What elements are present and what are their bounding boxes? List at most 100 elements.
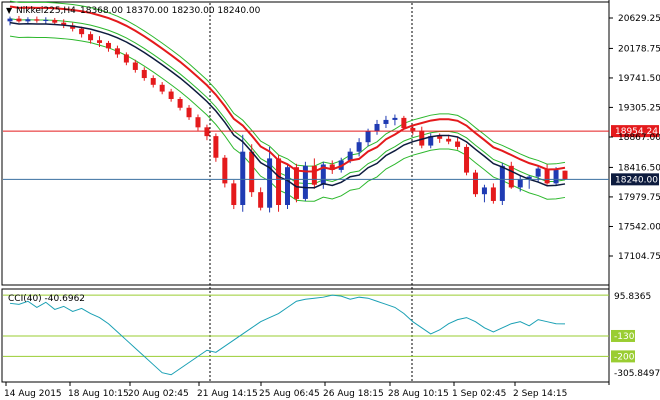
candle-body [222, 157, 228, 184]
candle-body [105, 42, 111, 49]
candle-body [383, 119, 389, 124]
candle-body [329, 164, 335, 170]
cci-level-label: -130 [614, 332, 635, 342]
candle-body [213, 136, 219, 158]
candle-body [392, 117, 398, 120]
candle-body [70, 25, 76, 29]
support-trendline [9, 21, 566, 189]
candle-body [97, 40, 103, 43]
price-marker-label: 18954.24 [615, 127, 658, 137]
time-axis-label: 28 Aug 10:15 [388, 389, 449, 399]
candle-body [240, 151, 246, 205]
candle-body [464, 146, 470, 173]
chart-header-ohlc: 18368.00 18370.00 18230.00 18240.00 [80, 6, 261, 16]
price-tick-label: 20629.25 [618, 14, 660, 24]
candle-body [285, 167, 290, 205]
candle-body [446, 138, 452, 142]
price-tick-label: 18867.00 [618, 133, 660, 143]
candle-body [535, 168, 541, 177]
candle-body [356, 142, 362, 152]
candle-body [544, 168, 550, 184]
cci-axis-label: 95.8365 [614, 292, 651, 302]
overlay-lines: 18954.24 18240.00 [3, 5, 659, 189]
cci-level-box [611, 350, 635, 363]
candle-body [276, 158, 282, 205]
candlestick-series [7, 15, 568, 213]
price-tick-label: 19305.25 [618, 103, 660, 113]
candle-body [455, 141, 461, 147]
candle-body [508, 165, 514, 188]
candle-body [16, 18, 22, 22]
time-axis-label: 20 Aug 02:45 [128, 389, 189, 399]
cci-series: 95.8365 -305.8497 -130 -200 [3, 292, 660, 379]
cci-line [9, 294, 566, 376]
time-axis-label: 21 Aug 14:15 [197, 389, 258, 399]
candle-body [123, 54, 129, 63]
time-axis-label: 1 Sep 02:45 [452, 389, 506, 399]
price-marker-label: 18240.00 [615, 175, 658, 185]
candle-body [499, 165, 505, 201]
resistance-trendline [9, 5, 566, 173]
candle-body [25, 19, 31, 22]
price-axis-labels: 20629.25 20178.75 19741.50 19305.25 18867.00… [609, 14, 660, 262]
candle-body [526, 176, 532, 180]
candle-body [231, 183, 237, 205]
time-axis-label: 2 Sep 14:15 [513, 389, 567, 399]
price-marker-box [611, 173, 659, 186]
candle-body [114, 48, 120, 55]
candle-body [141, 69, 147, 79]
candle-body [374, 123, 380, 132]
price-tick-label: 20178.75 [618, 44, 660, 54]
candle-body [267, 158, 273, 208]
candle-body [168, 91, 174, 99]
cci-level-label: -200 [614, 352, 635, 362]
candle-body [419, 130, 425, 146]
candle-body [553, 169, 559, 184]
candle-body [481, 187, 487, 195]
candle-body [195, 117, 201, 128]
price-tick-label: 17542.00 [618, 222, 660, 232]
main-chart-area[interactable] [1, 1, 610, 286]
time-axis-label: 14 Aug 2015 [4, 389, 62, 399]
candle-body [88, 34, 94, 41]
candle-body [347, 151, 353, 161]
symbol-arrow-icon: ▼ [6, 6, 13, 15]
price-tick-label: 19741.50 [618, 74, 660, 84]
candle-body [401, 117, 407, 129]
candle-body [320, 164, 326, 185]
candle-body [186, 107, 192, 118]
candle-body [365, 131, 371, 143]
candle-body [249, 151, 255, 193]
time-axis-labels: 14 Aug 2015 18 Aug 10:15 20 Aug 02:45 21 Au… [4, 382, 567, 399]
cci-label: CCI(40) -40.6962 [8, 294, 85, 304]
candle-body [177, 98, 183, 108]
candle-body [472, 172, 478, 195]
candle-body [7, 18, 13, 22]
price-tick-label: 17979.75 [618, 193, 660, 203]
candle-body [562, 170, 568, 180]
cci-axis-label: -305.8497 [614, 369, 660, 379]
candle-body [517, 179, 523, 188]
candle-body [428, 136, 434, 146]
candle-body [302, 165, 308, 199]
candle-body [311, 165, 317, 185]
candle-body [132, 62, 138, 70]
candle-body [52, 19, 58, 23]
candle-body [79, 28, 85, 35]
candle-body [258, 192, 264, 208]
price-tick-label: 17104.75 [618, 252, 660, 262]
candle-body [490, 187, 496, 201]
candle-body [61, 22, 67, 26]
candle-body [204, 127, 210, 137]
chart-header-symbol: Nikkei225,H4 [16, 6, 76, 16]
candle-body [410, 128, 416, 131]
candle-body [150, 78, 156, 85]
candle-body [34, 19, 40, 21]
cci-level-box [611, 329, 635, 342]
price-tick-label: 18416.50 [618, 163, 660, 173]
time-axis-label: 25 Aug 06:45 [259, 389, 320, 399]
time-axis-label: 18 Aug 10:15 [68, 389, 129, 399]
price-marker-box [611, 125, 659, 138]
candle-body [293, 167, 299, 199]
